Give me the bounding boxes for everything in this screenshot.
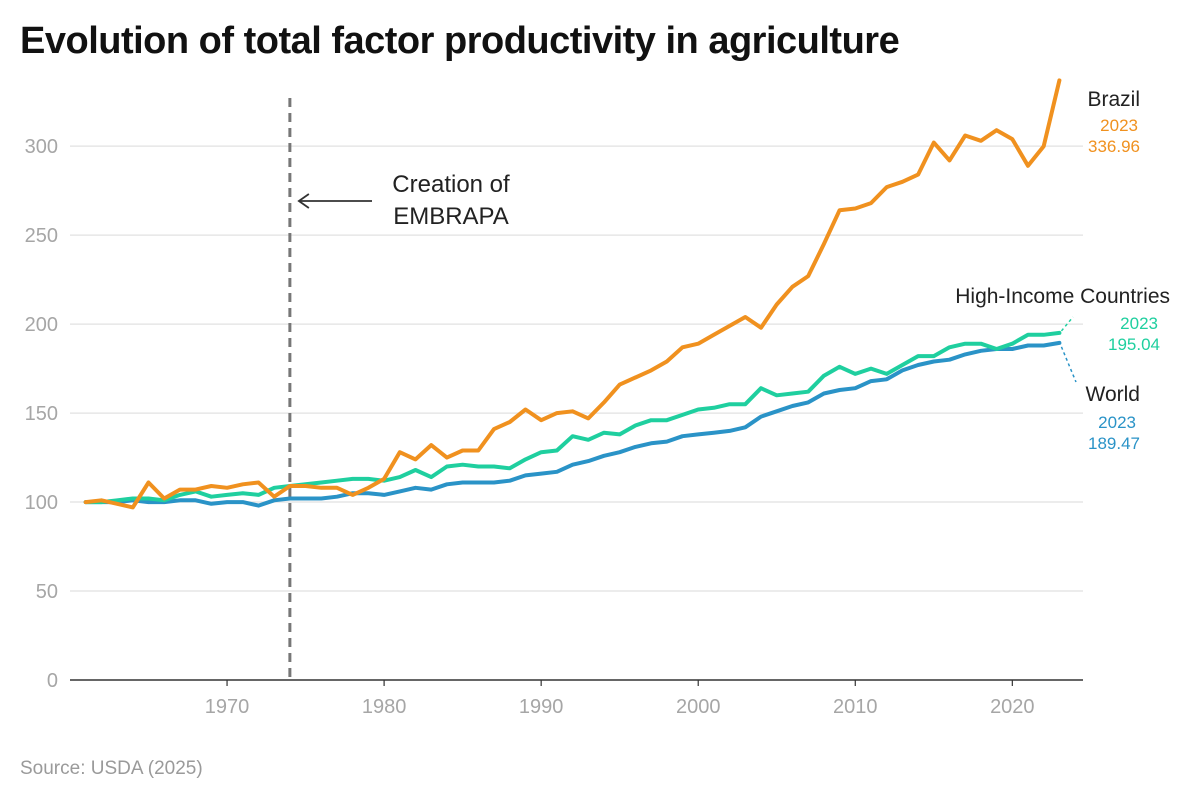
high-income-label: High-Income Countries [955,285,1170,308]
series-labels: Brazil 2023 336.96 High-Income Countries… [955,88,1170,453]
arrowhead-icon [297,193,310,209]
annotation-line-1: Creation of [392,171,510,198]
world-line [83,340,1062,508]
world-label-value: 189.47 [1088,434,1140,453]
high-income-label-value: 195.04 [1108,335,1160,354]
brazil-label-year: 2023 [1100,116,1138,135]
chart-title: Evolution of total factor productivity i… [20,20,900,62]
y-tick-label: 200 [25,314,58,336]
world-leader-line [1060,346,1077,383]
source-note: Source: USDA (2025) [20,758,203,779]
brazil-label: Brazil [1087,88,1140,111]
y-tick-label: 150 [25,403,58,425]
y-tick-label: 50 [36,581,58,603]
y-tick-label: 250 [25,225,58,247]
world-label: World [1086,383,1140,406]
series-lines [83,78,1062,510]
y-tick-label: 100 [25,492,58,514]
brazil-label-value: 336.96 [1088,137,1140,156]
x-tick-label: 1980 [362,696,407,718]
x-tick-label: 1990 [519,696,564,718]
x-tick-label: 2010 [833,696,878,718]
gridlines [70,145,1083,592]
x-tick-label: 2000 [676,696,721,718]
high-income-line [83,330,1062,505]
world-label-year: 2023 [1098,413,1136,432]
y-axis-ticks: 0 50 100 150 200 250 300 [25,136,58,692]
brazil-line [83,78,1062,510]
x-tick-label: 1970 [205,696,250,718]
annotation-line-2: EMBRAPA [393,203,509,230]
x-tick-label: 2020 [990,696,1035,718]
y-tick-label: 300 [25,136,58,158]
high-income-label-year: 2023 [1120,314,1158,333]
x-axis-ticks: 1970 1980 1990 2000 2010 2020 [205,680,1035,718]
y-tick-label: 0 [47,670,58,692]
embrapa-annotation: Creation of EMBRAPA [288,98,510,680]
